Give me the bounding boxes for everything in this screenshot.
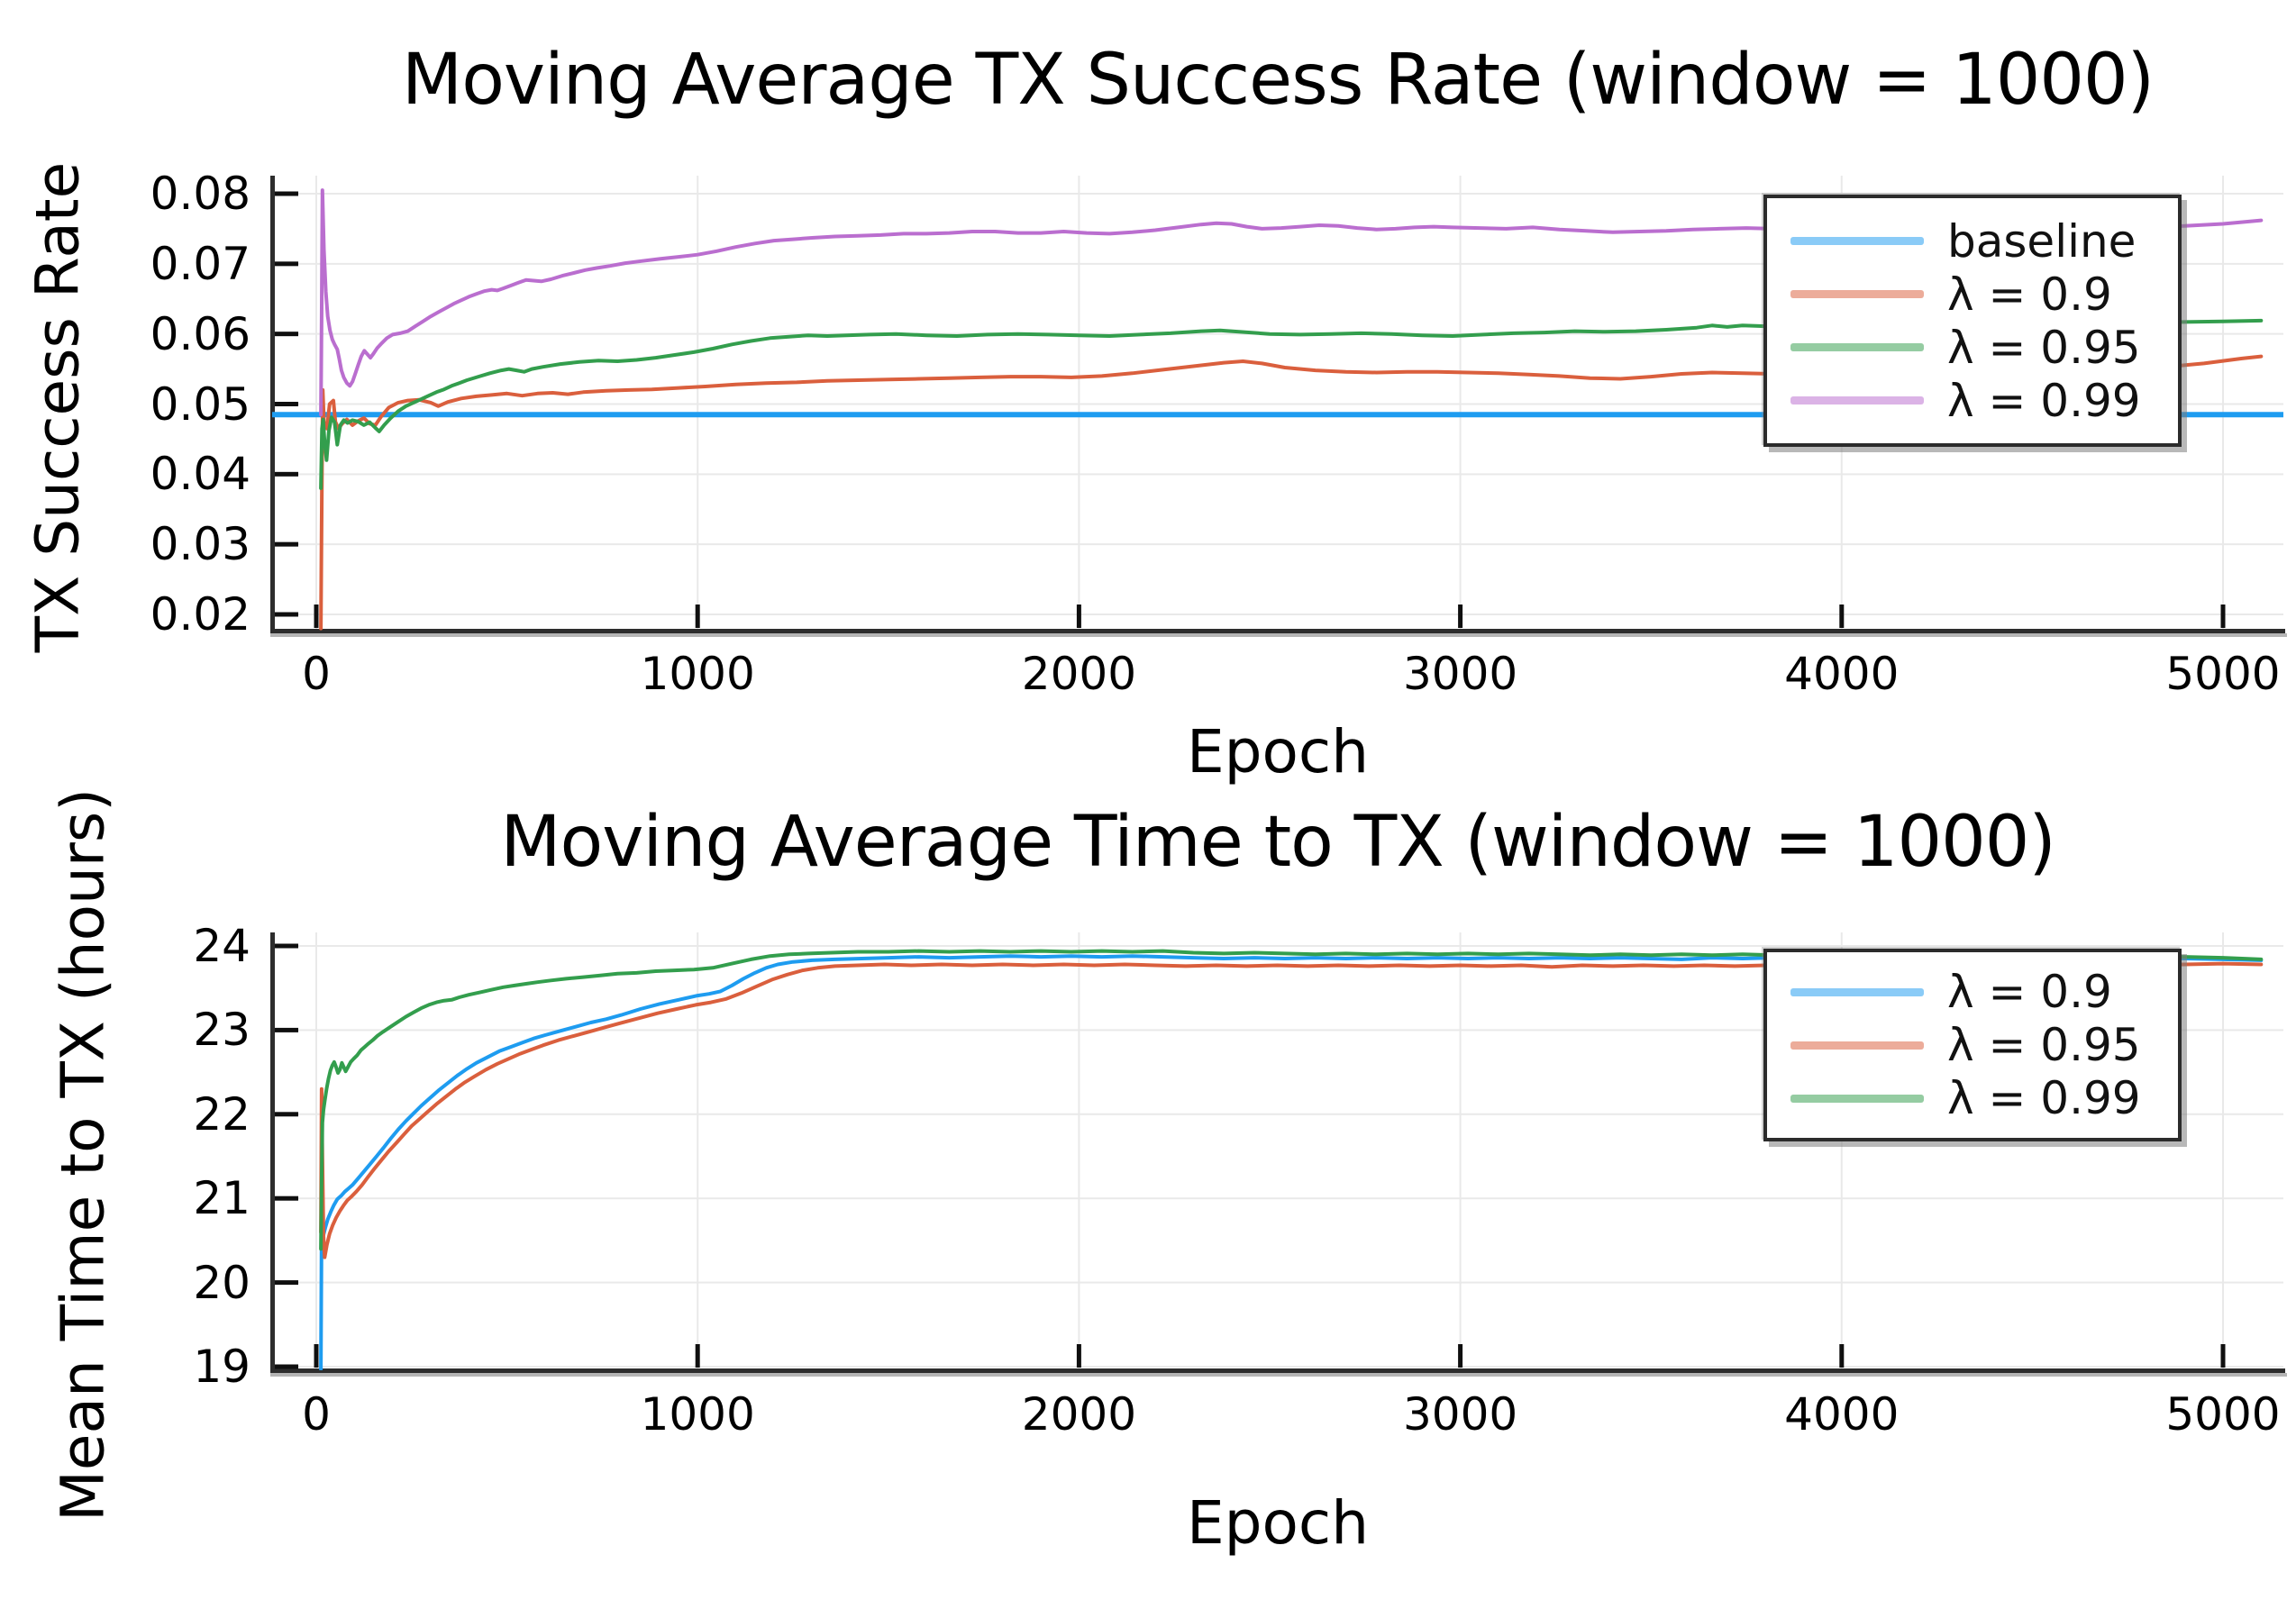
- legend-time-to-tx: λ = 0.9 λ = 0.95 λ = 0.99: [1763, 949, 2182, 1141]
- x-tick-label: 3000: [1402, 648, 1518, 700]
- legend-item-label: λ = 0.99: [1947, 374, 2141, 427]
- y-tick-label: 22: [193, 1087, 251, 1141]
- legend-item: λ = 0.99: [1767, 1072, 2178, 1125]
- legend-swatch-icon: [1790, 987, 1924, 996]
- chart-title-time-to-tx: Moving Average Time to TX (window = 1000…: [500, 802, 2056, 883]
- legend-item-label: λ = 0.95: [1947, 1019, 2141, 1071]
- x-tick-label: 2000: [1021, 648, 1137, 700]
- legend-item: λ = 0.9: [1767, 966, 2178, 1019]
- x-tick-label: 3000: [1402, 1388, 1518, 1441]
- chart-title-tx-success: Moving Average TX Success Rate (window =…: [401, 40, 2155, 121]
- x-tick-label: 0: [302, 1388, 331, 1441]
- legend-item: λ = 0.9: [1767, 268, 2178, 321]
- legend-item-label: baseline: [1947, 214, 2137, 268]
- legend-swatch-icon: [1790, 237, 1924, 245]
- x-tick-label: 5000: [2165, 648, 2281, 700]
- series-line: [319, 318, 2264, 490]
- legend-item-label: λ = 0.95: [1947, 321, 2141, 374]
- y-tick-label: 21: [193, 1172, 251, 1225]
- series-line: [319, 949, 2264, 1251]
- series-line: [319, 188, 2264, 417]
- legend-swatch-icon: [1790, 1041, 1924, 1050]
- legend-item: λ = 0.95: [1767, 1019, 2178, 1072]
- x-tick-label: 0: [302, 648, 331, 700]
- x-axis-label-epoch-top: Epoch: [1186, 717, 1370, 786]
- y-tick-label: 20: [193, 1256, 251, 1309]
- x-tick-label: 5000: [2165, 1388, 2281, 1441]
- legend-swatch-icon: [1790, 290, 1924, 298]
- x-tick-label: 1000: [640, 648, 755, 700]
- series-group: [319, 949, 2264, 1370]
- y-tick-label: 0.08: [150, 168, 251, 220]
- y-tick-label: 24: [193, 920, 251, 972]
- y-tick-label: 19: [193, 1341, 251, 1393]
- x-tick-label: 4000: [1784, 1388, 1900, 1441]
- x-tick-label: 4000: [1784, 648, 1900, 700]
- y-tick-label: 23: [193, 1004, 251, 1057]
- legend-swatch-icon: [1790, 396, 1924, 405]
- y-tick-label: 0.03: [150, 518, 251, 571]
- legend-tx-success: baseline λ = 0.9 λ = 0.95 λ = 0.99: [1763, 195, 2182, 447]
- series-line: [319, 961, 2264, 1259]
- legend-item-label: λ = 0.9: [1947, 966, 2112, 1018]
- legend-item-label: λ = 0.9: [1947, 268, 2112, 321]
- x-tick-label: 1000: [640, 1388, 755, 1441]
- y-tick-label: 0.07: [150, 237, 251, 290]
- legend-item: λ = 0.99: [1767, 374, 2178, 427]
- legend-item-label: λ = 0.99: [1947, 1072, 2141, 1124]
- y-tick-label: 0.06: [150, 307, 251, 360]
- y-tick-label: 0.02: [150, 588, 251, 641]
- x-tick-label: 2000: [1021, 1388, 1137, 1441]
- series-line: [319, 954, 2264, 1370]
- y-tick-label: 0.05: [150, 377, 251, 431]
- series-group: [272, 188, 2283, 631]
- y-tick-label: 0.04: [150, 448, 251, 501]
- legend-swatch-icon: [1790, 343, 1924, 351]
- legend-item: λ = 0.95: [1767, 321, 2178, 374]
- y-axis-label-time-to-tx: Mean Time to TX (hours): [48, 787, 118, 1523]
- x-axis-label-epoch-bottom: Epoch: [1186, 1488, 1370, 1558]
- legend-swatch-icon: [1790, 1094, 1924, 1103]
- legend-item: baseline: [1767, 214, 2178, 268]
